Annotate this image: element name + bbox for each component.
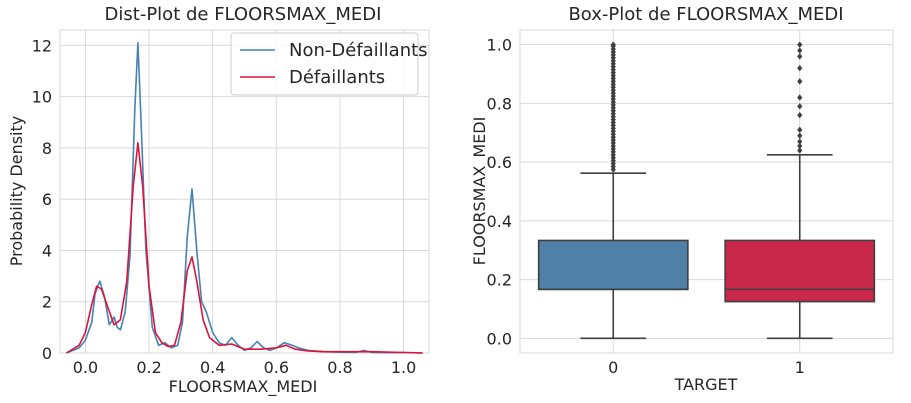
box-plot-x-label: TARGET: [674, 375, 738, 394]
dist-y-tick-label: 0: [42, 344, 52, 363]
dist-x-tick-label: 1.0: [391, 358, 416, 377]
box-plot-area: [519, 29, 894, 354]
dist-plot-title: Dist-Plot de FLOORSMAX_MEDI: [105, 4, 382, 25]
legend-label-non-defaillants: Non-Défaillants: [289, 40, 428, 61]
box-plot-gridlines: [520, 30, 893, 353]
box-outlier-point: [797, 64, 803, 72]
box-outlier-point: [797, 47, 803, 54]
dist-x-tick-label: 0.8: [327, 358, 352, 377]
box-rect: [537, 239, 689, 291]
box-group-1: [724, 41, 876, 340]
dist-plot-x-ticks: 0.0 0.2 0.4 0.6 0.8 1.0: [73, 358, 417, 377]
dist-plot-area: [59, 29, 430, 354]
box-outlier-point: [797, 132, 803, 139]
box-outlier-point: [797, 111, 803, 119]
dist-plot-x-label: FLOORSMAX_MEDI: [169, 377, 318, 397]
dist-plot-y-label: Probability Density: [7, 116, 26, 267]
box-y-tick-label: 0.4: [487, 212, 512, 231]
legend-frame: [230, 32, 419, 96]
box-outlier-point: [797, 53, 803, 60]
dist-y-tick-label: 12: [32, 36, 52, 55]
box-y-tick-label: 0.2: [487, 271, 512, 290]
box-group-0: [537, 41, 689, 340]
box-outlier-point: [797, 41, 803, 48]
box-plot-y-label: FLOORSMAX_MEDI: [470, 117, 490, 266]
dist-y-tick-label: 2: [42, 293, 52, 312]
box-outlier-point: [797, 147, 803, 154]
dist-plot-legend: Non-Défaillants Défaillants: [230, 32, 428, 96]
dist-series-line-1: [65, 142, 423, 354]
box-outlier-point: [797, 94, 803, 101]
legend-label-defaillants: Défaillants: [289, 67, 385, 88]
box-outlier-point: [610, 41, 616, 48]
dist-plot-panel: Dist-Plot de FLOORSMAX_MEDI 0.0 0.2 0.4 0.6…: [7, 4, 430, 397]
dist-y-tick-label: 10: [32, 88, 52, 107]
dist-y-tick-label: 6: [42, 190, 52, 209]
dist-plot-series: [65, 41, 423, 354]
box-y-tick-label: 1.0: [487, 36, 512, 55]
dist-y-tick-label: 8: [42, 139, 52, 158]
box-y-tick-label: 0.0: [487, 329, 512, 348]
dist-plot-y-ticks: 0 2 4 6 8 10 12: [32, 36, 52, 363]
box-outlier-point: [797, 142, 803, 150]
dist-x-tick-label: 0.0: [73, 358, 98, 377]
dist-x-tick-label: 0.6: [264, 358, 289, 377]
box-y-tick-label: 0.6: [487, 153, 512, 172]
dist-y-tick-label: 4: [42, 241, 52, 260]
box-outlier-point: [797, 103, 803, 110]
dist-x-tick-label: 0.2: [136, 358, 161, 377]
dist-x-tick-label: 0.4: [200, 358, 225, 377]
box-outlier-point: [797, 138, 803, 145]
box-plot-boxes: [537, 41, 876, 340]
box-outlier-point: [797, 78, 803, 85]
box-y-tick-label: 0.8: [487, 94, 512, 113]
box-x-tick-label: 1: [795, 358, 805, 377]
box-outlier-point: [797, 126, 803, 134]
box-plot-y-ticks: 0.0 0.2 0.4 0.6 0.8 1.0: [487, 36, 512, 349]
box-plot-title: Box-Plot de FLOORSMAX_MEDI: [568, 4, 843, 25]
box-rect: [724, 239, 876, 303]
box-x-tick-label: 0: [608, 358, 618, 377]
